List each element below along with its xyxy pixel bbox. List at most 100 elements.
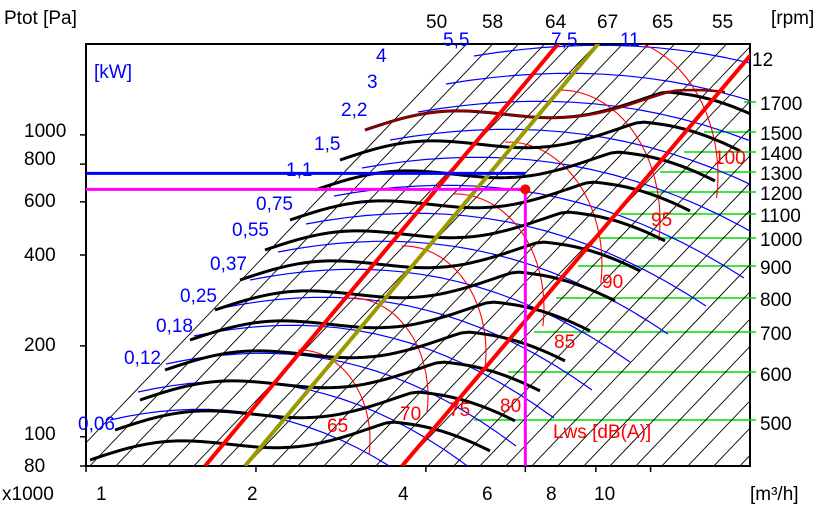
efficiency-label: 65 xyxy=(652,12,673,33)
rpm-label: 800 xyxy=(760,290,792,311)
power-curve xyxy=(389,128,750,185)
sound-value-label: 70 xyxy=(400,404,421,425)
power-curve xyxy=(221,296,593,391)
power-value-label: 1,5 xyxy=(314,134,340,155)
fan-curve xyxy=(339,120,741,162)
power-curve xyxy=(417,100,750,142)
diagonal-grid-line xyxy=(505,209,750,466)
y-tick-label: 400 xyxy=(24,245,56,266)
power-top-label: 12 xyxy=(752,50,773,71)
fan-curve xyxy=(189,300,591,342)
power-curve xyxy=(249,268,631,363)
rpm-label: 700 xyxy=(760,324,792,345)
power-value-label: 0,25 xyxy=(180,286,217,307)
efficiency-label: 55 xyxy=(712,12,733,33)
sound-value-label: 75 xyxy=(449,400,470,421)
diagonal-grid-line xyxy=(814,30,831,470)
sound-value-label: 65 xyxy=(327,416,348,437)
power-value-label: 1,1 xyxy=(286,160,312,181)
y-tick-label: 1000 xyxy=(24,121,66,142)
y-axis-label: Ptot [Pa] xyxy=(4,8,77,29)
power-curve xyxy=(305,212,707,307)
power-value-label: 0,12 xyxy=(124,348,161,369)
rpm-axis-label: [rpm] xyxy=(771,8,814,29)
system-curves xyxy=(203,44,750,466)
diagonal-grid-line xyxy=(453,155,750,466)
fan-curve xyxy=(214,270,616,312)
rpm-label: 1700 xyxy=(760,94,802,115)
fan-curve-max xyxy=(364,88,726,132)
diagonal-grid-line xyxy=(297,44,702,466)
fan-curve xyxy=(289,180,691,222)
x-tick-label: 2 xyxy=(247,484,258,505)
plot-area xyxy=(85,43,751,467)
operating-point-marker xyxy=(520,184,531,195)
diagonal-grid-line xyxy=(271,44,676,466)
diagonal-grid-line xyxy=(86,44,468,444)
y-tick-label: 100 xyxy=(24,424,56,445)
sound-value-label: 100 xyxy=(714,148,746,169)
rpm-label: 1100 xyxy=(760,206,801,227)
power-value-label: 4 xyxy=(376,46,387,67)
rpm-label: 600 xyxy=(760,365,792,386)
power-curve xyxy=(445,72,750,102)
diagonal-grid-line xyxy=(193,44,598,466)
efficiency-label: 50 xyxy=(426,12,447,33)
fan-curve xyxy=(139,360,541,402)
power-curve xyxy=(333,184,745,279)
x-tick-label: 10 xyxy=(594,484,615,505)
rpm-label: 900 xyxy=(760,258,792,279)
sound-curve xyxy=(453,193,545,327)
x-multiplier-label: x1000 xyxy=(2,484,54,505)
fan-curve xyxy=(264,210,666,252)
sound-value-label: 95 xyxy=(651,210,672,231)
x-tick-label: 1 xyxy=(96,484,107,505)
power-curve xyxy=(473,44,750,64)
sound-axis-label: Lws [dB(A)] xyxy=(553,422,651,443)
power-value-label: 0,18 xyxy=(156,316,193,337)
sound-value-label: 80 xyxy=(500,396,521,417)
operating-point-crosshair xyxy=(86,171,531,466)
fan-curve xyxy=(89,420,491,462)
y-tick-label: 200 xyxy=(24,335,56,356)
power-value-label: 3 xyxy=(367,72,378,93)
sound-value-label: 85 xyxy=(554,332,575,353)
diagonal-grid-line xyxy=(427,127,750,466)
efficiency-label: 67 xyxy=(597,12,618,33)
efficiency-label: 58 xyxy=(482,12,503,33)
diagonal-grid-line xyxy=(115,44,520,466)
x-tick-label: 8 xyxy=(546,484,557,505)
diagonal-grid-line xyxy=(479,182,750,466)
sound-curve xyxy=(641,44,719,199)
power-value-label: 0,75 xyxy=(256,194,293,215)
power-value-label: 2,2 xyxy=(341,100,367,121)
x-tick-label: 4 xyxy=(398,484,409,505)
power-value-label: 0,37 xyxy=(210,254,247,275)
rpm-label: 1200 xyxy=(760,184,802,205)
rpm-label: 1300 xyxy=(760,164,802,185)
system-curve xyxy=(203,44,561,466)
rpm-label: 1500 xyxy=(760,124,802,145)
diagonal-grid-line xyxy=(557,264,750,466)
y-tick-label: 600 xyxy=(24,191,56,212)
diagonal-grid-line xyxy=(167,44,572,466)
power-value-label: 0,55 xyxy=(232,220,269,241)
efficiency-label: 64 xyxy=(545,12,567,33)
diagonal-grid-line xyxy=(635,345,750,466)
sound-curve xyxy=(349,297,429,412)
optimum-curve xyxy=(243,44,601,466)
x-axis-label: [m³/h] xyxy=(750,484,799,505)
sound-curve xyxy=(557,89,661,241)
rpm-label: 1400 xyxy=(760,144,802,165)
power-top-label: 11 xyxy=(620,30,640,51)
diagonal-grid-line xyxy=(531,236,750,466)
power-curve xyxy=(193,324,555,419)
diagonal-grid-line xyxy=(583,291,750,466)
axis-ticks xyxy=(80,134,652,472)
y-tick-label: 800 xyxy=(24,149,56,170)
fan-curve xyxy=(164,330,566,372)
rpm-label: 1000 xyxy=(760,230,802,251)
diagonal-grid-line xyxy=(401,100,750,466)
